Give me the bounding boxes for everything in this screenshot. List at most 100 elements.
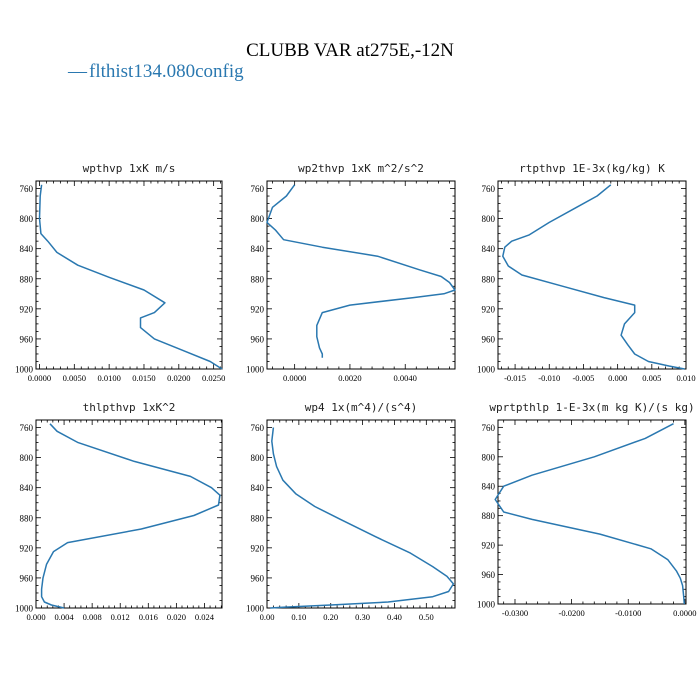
y-tick-label: 760 [251, 184, 265, 194]
legend-marker: — [67, 61, 88, 82]
x-tick-label: 0.10 [291, 612, 306, 622]
x-tick-label: 0.010 [676, 373, 695, 383]
y-tick-label: 1000 [15, 604, 34, 614]
y-tick-label: 1000 [477, 365, 496, 375]
y-tick-label: 880 [251, 513, 265, 523]
panel-title: wp4 1x(m^4)/(s^4) [305, 401, 418, 414]
series-line [502, 184, 685, 370]
y-tick-label: 920 [20, 304, 34, 314]
y-tick-label: 960 [20, 334, 34, 344]
x-tick-label: 0.30 [355, 612, 370, 622]
y-tick-label: 800 [20, 214, 34, 224]
series-line [270, 427, 455, 609]
panel-4: thlpthvp 1xK^276080084088092096010000.00… [15, 401, 223, 622]
y-tick-label: 800 [20, 453, 34, 463]
x-tick-label: 0.0250 [202, 373, 225, 383]
x-tick-label: 0.012 [111, 612, 130, 622]
plot-frame [266, 180, 456, 370]
y-tick-label: 760 [482, 423, 496, 433]
y-tick-label: 880 [20, 513, 34, 523]
y-tick-label: 840 [20, 244, 34, 254]
figure-title: CLUBB VAR at275E,-12N [246, 40, 454, 61]
plot-frame [497, 180, 687, 370]
y-tick-label: 760 [20, 184, 34, 194]
x-tick-label: 0.0100 [97, 373, 120, 383]
panels: wpthvp 1xK m/s76080084088092096010000.00… [15, 162, 697, 622]
x-tick-label: 0.0050 [63, 373, 86, 383]
y-tick-label: 920 [482, 304, 496, 314]
x-tick-label: 0.000 [608, 373, 627, 383]
x-tick-label: -0.005 [572, 373, 594, 383]
y-tick-label: 920 [251, 543, 265, 553]
y-tick-label: 960 [20, 573, 34, 583]
y-tick-label: 840 [251, 244, 265, 254]
panel-title: wprtpthlp 1-E-3x(m kg K)/(s kg) [489, 401, 694, 414]
y-tick-label: 840 [251, 483, 265, 493]
y-tick-label: 960 [251, 334, 265, 344]
y-tick-label: 960 [482, 570, 496, 580]
legend-label: flthist134.080config [89, 61, 244, 82]
y-tick-label: 840 [482, 482, 496, 492]
y-tick-label: 960 [251, 573, 265, 583]
y-tick-label: 880 [251, 274, 265, 284]
x-tick-label: -0.0100 [615, 608, 641, 618]
y-tick-label: 840 [20, 483, 34, 493]
y-tick-label: 760 [20, 423, 34, 433]
x-tick-label: 0.0200 [167, 373, 190, 383]
y-tick-label: 800 [251, 453, 265, 463]
panel-6: wprtpthlp 1-E-3x(m kg K)/(s kg) 760 800 840… [477, 401, 697, 618]
plot-frame [266, 419, 456, 609]
panel-title: rtpthvp 1E-3x(kg/kg) K [519, 162, 665, 175]
series-line [266, 184, 456, 358]
x-tick-label: 0.005 [642, 373, 661, 383]
x-tick-label: 0.50 [419, 612, 434, 622]
series-line [494, 423, 686, 605]
x-tick-label: 0.0000 [673, 608, 696, 618]
x-tick-label: 0.0000 [283, 373, 306, 383]
y-tick-label: 960 [482, 334, 496, 344]
x-tick-label: 0.024 [195, 612, 215, 622]
x-tick-label: 0.016 [139, 612, 158, 622]
y-tick-label: 840 [482, 244, 496, 254]
y-tick-label: 800 [482, 452, 496, 462]
panel-title: wpthvp 1xK m/s [83, 162, 176, 175]
series-line [40, 423, 221, 609]
x-tick-label: 0.20 [323, 612, 338, 622]
x-tick-label: 0.00 [260, 612, 275, 622]
x-tick-label: 0.008 [83, 612, 102, 622]
y-tick-label: 800 [482, 214, 496, 224]
y-tick-label: 1000 [477, 600, 496, 610]
series-line [38, 184, 223, 370]
x-tick-label: -0.0300 [502, 608, 528, 618]
y-tick-label: 880 [482, 274, 496, 284]
x-tick-label: 0.0040 [394, 373, 417, 383]
plot-frame [35, 419, 223, 609]
panel-title: wp2thvp 1xK m^2/s^2 [298, 162, 424, 175]
y-tick-label: 920 [482, 541, 496, 551]
x-tick-label: 0.40 [387, 612, 402, 622]
x-tick-label: -0.015 [504, 373, 526, 383]
panel-2: wp2thvp 1xK m^2/s^2 760 800 840 880 920 960 100… [246, 162, 456, 383]
panel-3: rtpthvp 1E-3x(kg/kg) K 760 800 840 880 920 960… [477, 162, 696, 383]
y-tick-label: 920 [251, 304, 265, 314]
y-tick-label: 1000 [15, 365, 34, 375]
x-tick-label: 0.020 [167, 612, 186, 622]
x-tick-label: 0.0150 [132, 373, 155, 383]
plot-frame [497, 419, 687, 605]
panel-5: wp4 1x(m^4)/(s^4)76080084088092096010000… [246, 401, 456, 622]
y-tick-label: 800 [251, 214, 265, 224]
y-tick-label: 1000 [246, 365, 265, 375]
x-tick-label: -0.010 [538, 373, 560, 383]
x-tick-label: 0.0000 [28, 373, 51, 383]
plot-frame [35, 180, 223, 370]
x-tick-label: 0.004 [55, 612, 75, 622]
x-tick-label: 0.000 [26, 612, 45, 622]
y-tick-label: 920 [20, 543, 34, 553]
y-tick-label: 880 [20, 274, 34, 284]
y-tick-label: 760 [482, 184, 496, 194]
panel-title: thlpthvp 1xK^2 [83, 401, 176, 414]
y-tick-label: 760 [251, 423, 265, 433]
y-tick-label: 1000 [246, 604, 265, 614]
panel-1: wpthvp 1xK m/s76080084088092096010000.00… [15, 162, 225, 383]
